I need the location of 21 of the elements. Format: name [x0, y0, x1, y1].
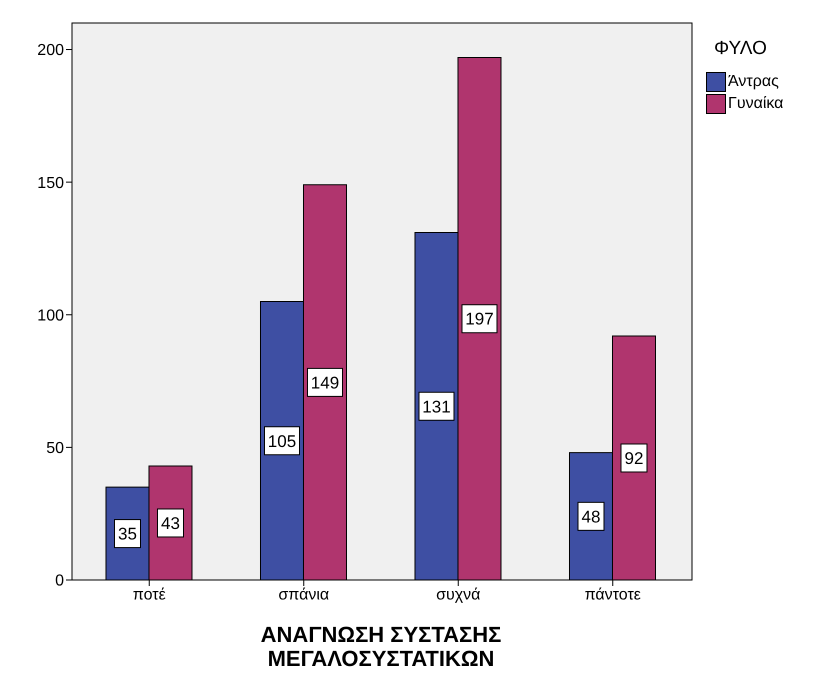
x-tick-label: συχνά: [436, 586, 480, 604]
data-label: 149: [310, 373, 340, 392]
data-label: 35: [118, 524, 137, 544]
data-label: 105: [268, 432, 296, 451]
data-label: 92: [624, 448, 644, 468]
y-tick-label: 100: [37, 307, 64, 324]
legend-label: Άντρας: [728, 73, 779, 91]
y-tick-label: 0: [55, 572, 64, 590]
data-label: 197: [465, 310, 494, 329]
y-tick-label: 150: [37, 174, 64, 192]
data-label: 48: [582, 507, 600, 526]
legend-title: ΦΥΛΟ: [714, 38, 768, 60]
data-label: 43: [161, 514, 180, 533]
x-axis-title: ΑΝΑΓΝΩΣΗ ΣΥΣΤΑΣΗΣ ΜΕΓΑΛΟΣΥΣΤΑΤΙΚΩΝ: [260, 622, 502, 671]
x-tick-label: πάντοτε: [584, 586, 641, 604]
y-tick-label: 50: [46, 440, 64, 458]
y-tick-label: 200: [37, 42, 64, 60]
x-tick-label: ποτέ: [132, 586, 166, 604]
data-label: 131: [422, 397, 451, 416]
legend-label: Γυναίκα: [728, 95, 784, 113]
x-tick-label: σπάνια: [278, 586, 330, 604]
